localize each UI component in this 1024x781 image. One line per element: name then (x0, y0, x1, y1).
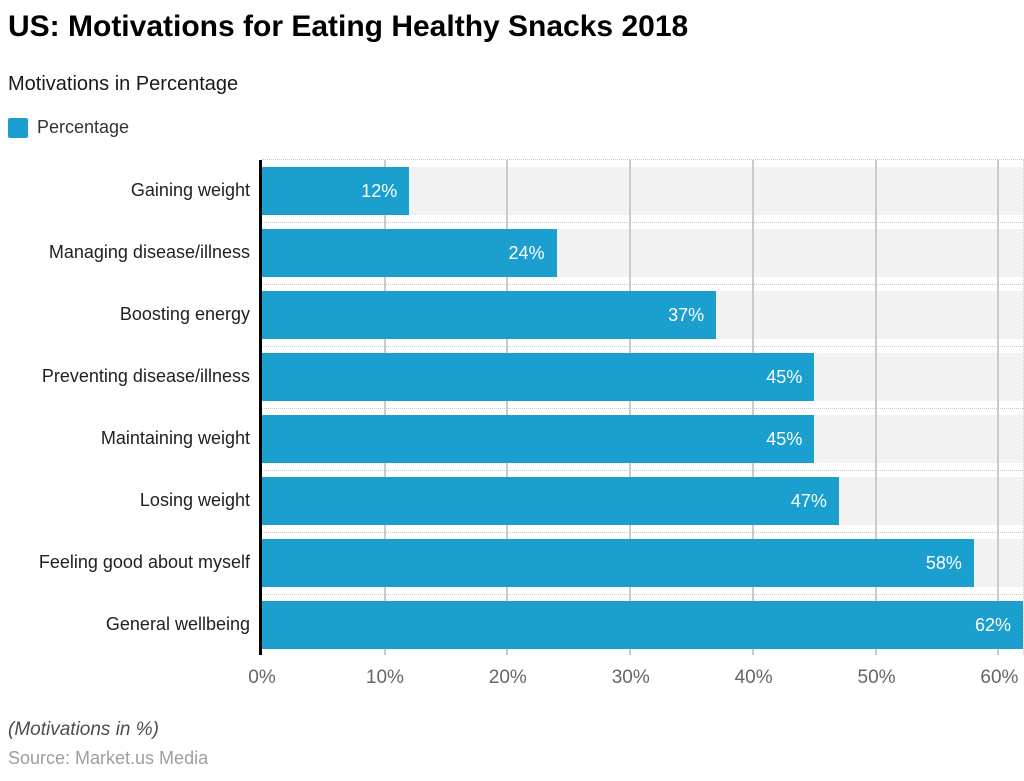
gridline (383, 160, 386, 655)
legend-swatch-icon (8, 117, 28, 138)
category-label: Feeling good about myself (38, 551, 250, 572)
x-tick-label: 60% (980, 667, 1019, 688)
bar: 62% (262, 601, 1023, 649)
value-label: 47% (790, 490, 827, 511)
x-tick-label: 0% (248, 667, 276, 688)
category-label: Losing weight (139, 489, 250, 510)
category-label: Preventing disease/illness (41, 365, 250, 386)
chart-subtitle: Motivations in Percentage (8, 73, 239, 95)
plot-area: 12% 24% 37% 45% 45% 47% 58% 62% (259, 159, 1024, 655)
gridline (629, 160, 632, 655)
chart-title: US: Motivations for Eating Healthy Snack… (8, 10, 689, 43)
value-label: 24% (508, 242, 545, 263)
source-credit: Source: Market.us Media (8, 748, 209, 768)
gridline (997, 160, 1000, 655)
value-label: 45% (766, 366, 803, 387)
gridline (751, 160, 754, 655)
row-separator (262, 222, 1023, 223)
x-tick-label: 40% (734, 667, 773, 688)
bar: 37% (262, 291, 717, 339)
bar: 47% (262, 477, 839, 525)
bar: 12% (262, 167, 410, 215)
footnote: (Motivations in %) (8, 719, 159, 740)
y-axis-line (259, 160, 262, 655)
value-label: 62% (974, 614, 1011, 635)
category-label: Gaining weight (130, 179, 250, 200)
x-tick-label: 20% (488, 667, 527, 688)
bar-chart: Gaining weight Managing disease/illness Bo… (8, 159, 1024, 695)
gridline (506, 160, 509, 655)
gridline (874, 160, 877, 655)
bar: 45% (262, 415, 815, 463)
x-axis: 0% 10% 20% 30% 40% 50% 60% (248, 655, 1024, 695)
bar: 58% (262, 539, 974, 587)
category-label: Managing disease/illness (48, 241, 250, 262)
bar: 45% (262, 353, 815, 401)
value-label: 37% (668, 304, 705, 325)
bar: 24% (262, 229, 557, 277)
x-tick-label: 30% (611, 667, 650, 688)
value-label: 45% (766, 428, 803, 449)
category-label: General wellbeing (105, 613, 250, 634)
category-label: Boosting energy (119, 303, 250, 324)
value-label: 58% (925, 552, 962, 573)
value-label: 12% (361, 180, 398, 201)
x-tick-label: 10% (365, 667, 404, 688)
row-separator (262, 284, 1023, 285)
row-separator (262, 532, 1023, 533)
category-labels: Gaining weight Managing disease/illness Bo… (8, 159, 250, 655)
row-separator (262, 470, 1023, 471)
row-separator (262, 346, 1023, 347)
row-separator (262, 408, 1023, 409)
category-label: Maintaining weight (100, 427, 250, 448)
x-tick-label: 50% (857, 667, 896, 688)
legend-label: Percentage (37, 117, 130, 137)
legend: Percentage (8, 117, 1024, 138)
row-separator (262, 594, 1023, 595)
